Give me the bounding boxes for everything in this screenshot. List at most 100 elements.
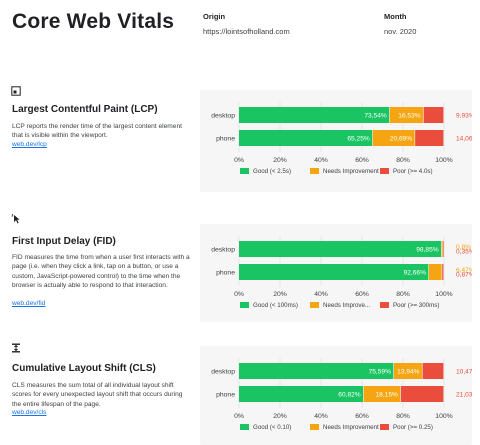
month-value: nov. 2020 [384, 27, 417, 36]
fid-legend-label-needs-improvement: Needs Improve... [323, 302, 370, 309]
fid-category-label-phone: phone [216, 269, 235, 276]
lcp-legend-label-good: Good (< 2.5s) [253, 168, 291, 175]
cls-description: CLS measures the sum total of all indivi… [12, 382, 183, 408]
cls-legend-label-needs-improvement: Needs Improvement [323, 424, 379, 431]
cls-x-tick-label: 80% [396, 413, 410, 420]
fid-chart-svg: 0% 20% 40% 60% 80% 100% desktop 98,85% 0,8%0,35%… [211, 236, 472, 309]
fid-icon [11, 214, 20, 224]
lcp-legend-label-needs-improvement: Needs Improvement [323, 168, 379, 175]
lcp-bar-phone-good [239, 130, 373, 146]
lcp-bar-desktop-needs-improvement [389, 107, 424, 123]
cls-category-label-phone: phone [216, 391, 235, 398]
cls-data-label-phone-needs-improvement: 18,15% [376, 391, 399, 398]
cls-bar-phone-good [239, 386, 364, 402]
cls-bar-phone-needs-improvement [363, 386, 401, 402]
fid-category-label-desktop: desktop [211, 246, 235, 253]
fid-bar-desktop-needs-improvement [441, 241, 443, 257]
lcp-description: LCP reports the render time of the large… [12, 123, 182, 140]
fid-x-tick-label: 20% [273, 291, 287, 298]
fid-description: FID measures the time from when a user f… [12, 254, 190, 290]
cls-data-label-desktop-needs-improvement: 13,94% [397, 368, 420, 375]
cls-legend-swatch-needs-improvement [310, 424, 319, 430]
cls-bar-desktop-good [239, 363, 394, 379]
cls-category-label-desktop: desktop [211, 368, 235, 375]
cls-legend-label-poor: Poor (>= 0.25) [393, 424, 433, 431]
lcp-x-tick-label: 80% [396, 157, 410, 164]
cls-x-tick-label: 100% [435, 413, 452, 420]
cls-icon [12, 343, 20, 353]
lcp-bar-desktop-good [239, 107, 390, 123]
lcp-x-tick-label: 100% [435, 157, 452, 164]
cls-bar-desktop-poor [422, 363, 444, 379]
fid-bar-desktop-good [239, 241, 442, 257]
lcp-category-label-phone: phone [216, 135, 235, 142]
fid-legend-label-good: Good (< 100ms) [253, 302, 298, 309]
fid-legend-swatch-poor [380, 302, 389, 308]
cls-link[interactable]: web.dev/cls [12, 409, 47, 416]
fid-legend-label-poor: Poor (>= 300ms) [393, 302, 439, 309]
origin-value: https://lointsofholland.com [203, 27, 290, 36]
fid-chart: 0% 20% 40% 60% 80% 100% desktop 98,85% 0,8%0,35%… [200, 224, 472, 322]
lcp-title: Largest Contentful Paint (LCP) [12, 104, 158, 115]
cls-title: Cumulative Layout Shift (CLS) [12, 363, 156, 374]
lcp-category-label-desktop: desktop [211, 112, 235, 119]
lcp-x-tick-label: 20% [273, 157, 287, 164]
lcp-chart-svg: 0% 20% 40% 60% 80% 100% desktop 73,54% 16,53% 9,9… [211, 102, 472, 175]
fid-data-label-desktop-poor: 0,35% [456, 249, 472, 256]
lcp-x-tick-label: 0% [234, 157, 244, 164]
lcp-data-label-phone-needs-improvement: 20,69% [390, 135, 413, 142]
fid-data-label-phone-needs-improvement: 6,47% [456, 267, 472, 274]
cls-x-tick-label: 0% [234, 413, 244, 420]
cls-data-label-phone-good: 60,82% [338, 391, 361, 398]
fid-data-label-phone-poor: 0,87% [456, 272, 472, 279]
fid-x-tick-label: 40% [314, 291, 328, 298]
lcp-bar-desktop-poor [423, 107, 444, 123]
fid-bar-phone-poor [442, 264, 444, 280]
month-label: Month [384, 12, 407, 21]
lcp-link[interactable]: web.dev/lcp [12, 141, 47, 148]
cls-legend-label-good: Good (< 0.10) [253, 424, 291, 431]
cls-bar-desktop-needs-improvement [393, 363, 422, 379]
fid-title: First Input Delay (FID) [12, 236, 116, 247]
fid-legend-swatch-good [240, 302, 249, 308]
fid-data-label-phone-good: 92,66% [404, 269, 427, 276]
lcp-legend-swatch-poor [380, 168, 389, 174]
report-header: Core Web Vitals Origin https://lointsofh… [0, 0, 480, 56]
cls-x-tick-label: 40% [314, 413, 328, 420]
lcp-data-label-desktop-good: 73,54% [364, 112, 387, 119]
cls-legend-swatch-good [240, 424, 249, 430]
fid-bar-phone-good [239, 264, 429, 280]
lcp-legend-label-poor: Poor (>= 4.0s) [393, 168, 433, 175]
fid-bar-desktop-poor [443, 241, 444, 257]
fid-bar-phone-needs-improvement [428, 264, 442, 280]
cls-data-label-desktop-good: 75,59% [369, 368, 392, 375]
cls-chart-svg: 0% 20% 40% 60% 80% 100% desktop 75,59% 13,94% 10,… [211, 358, 472, 431]
cls-data-label-phone-poor: 21,03% [456, 391, 472, 398]
fid-x-tick-label: 80% [396, 291, 410, 298]
cls-legend-swatch-poor [380, 424, 389, 430]
lcp-icon [11, 86, 21, 96]
lcp-chart: 0% 20% 40% 60% 80% 100% desktop 73,54% 16,53% 9,9… [200, 90, 472, 192]
lcp-x-tick-label: 60% [355, 157, 369, 164]
cls-x-tick-label: 60% [355, 413, 369, 420]
origin-label: Origin [203, 12, 226, 21]
fid-x-tick-label: 60% [355, 291, 369, 298]
lcp-data-label-desktop-poor: 9,93% [456, 112, 472, 119]
lcp-legend-swatch-good [240, 168, 249, 174]
fid-data-label-desktop-good: 98,85% [416, 246, 439, 253]
lcp-x-tick-label: 40% [314, 157, 328, 164]
fid-link[interactable]: web.dev/fid [12, 300, 46, 307]
fid-data-label-desktop-needs-improvement: 0,8% [456, 244, 471, 251]
page-title: Core Web Vitals [12, 10, 175, 33]
lcp-bar-phone-poor [415, 130, 444, 146]
fid-x-tick-label: 0% [234, 291, 244, 298]
cls-chart: 0% 20% 40% 60% 80% 100% desktop 75,59% 13,94% 10,… [200, 346, 472, 445]
lcp-data-label-phone-good: 65,25% [347, 135, 370, 142]
cls-x-tick-label: 20% [273, 413, 287, 420]
lcp-legend-swatch-needs-improvement [310, 168, 319, 174]
fid-x-tick-label: 100% [435, 291, 452, 298]
lcp-data-label-desktop-needs-improvement: 16,53% [398, 112, 421, 119]
cls-bar-phone-poor [400, 386, 444, 402]
lcp-bar-phone-needs-improvement [372, 130, 415, 146]
lcp-data-label-phone-poor: 14,06% [456, 135, 472, 142]
